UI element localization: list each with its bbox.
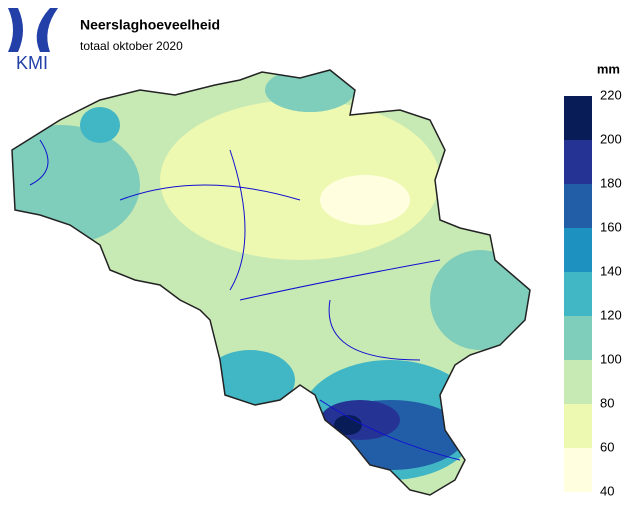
rivers — [29, 139, 461, 461]
legend-swatch — [564, 448, 592, 492]
legend-label: 60 — [600, 439, 614, 454]
legend-swatch — [564, 184, 592, 228]
logo-text: KMI — [16, 53, 48, 73]
rainfall-map — [12, 70, 530, 495]
legend-label: 180 — [600, 175, 622, 190]
legend-swatch — [564, 228, 592, 272]
legend-swatch — [564, 360, 592, 404]
legend-swatch — [564, 404, 592, 448]
legend-label: 140 — [600, 263, 622, 278]
legend-label: 40 — [600, 483, 614, 498]
legend-swatch — [564, 272, 592, 316]
legend-label: 160 — [600, 219, 622, 234]
legend-swatch — [564, 140, 592, 184]
legend: 40 60 80 100 120 140 160 180 200 220 — [564, 87, 622, 498]
border — [11, 69, 531, 496]
legend-label: 100 — [600, 351, 622, 366]
subtitle: totaal oktober 2020 — [80, 39, 183, 53]
legend-swatch — [564, 96, 592, 140]
legend-label: 120 — [600, 307, 622, 322]
legend-label: 80 — [600, 395, 614, 410]
legend-label: 220 — [600, 87, 622, 102]
legend-swatch — [564, 316, 592, 360]
title: Neerslaghoeveelheid — [80, 17, 220, 33]
legend-label: 200 — [600, 131, 622, 146]
legend-unit: mm — [597, 61, 620, 76]
logo-icon — [8, 8, 58, 52]
